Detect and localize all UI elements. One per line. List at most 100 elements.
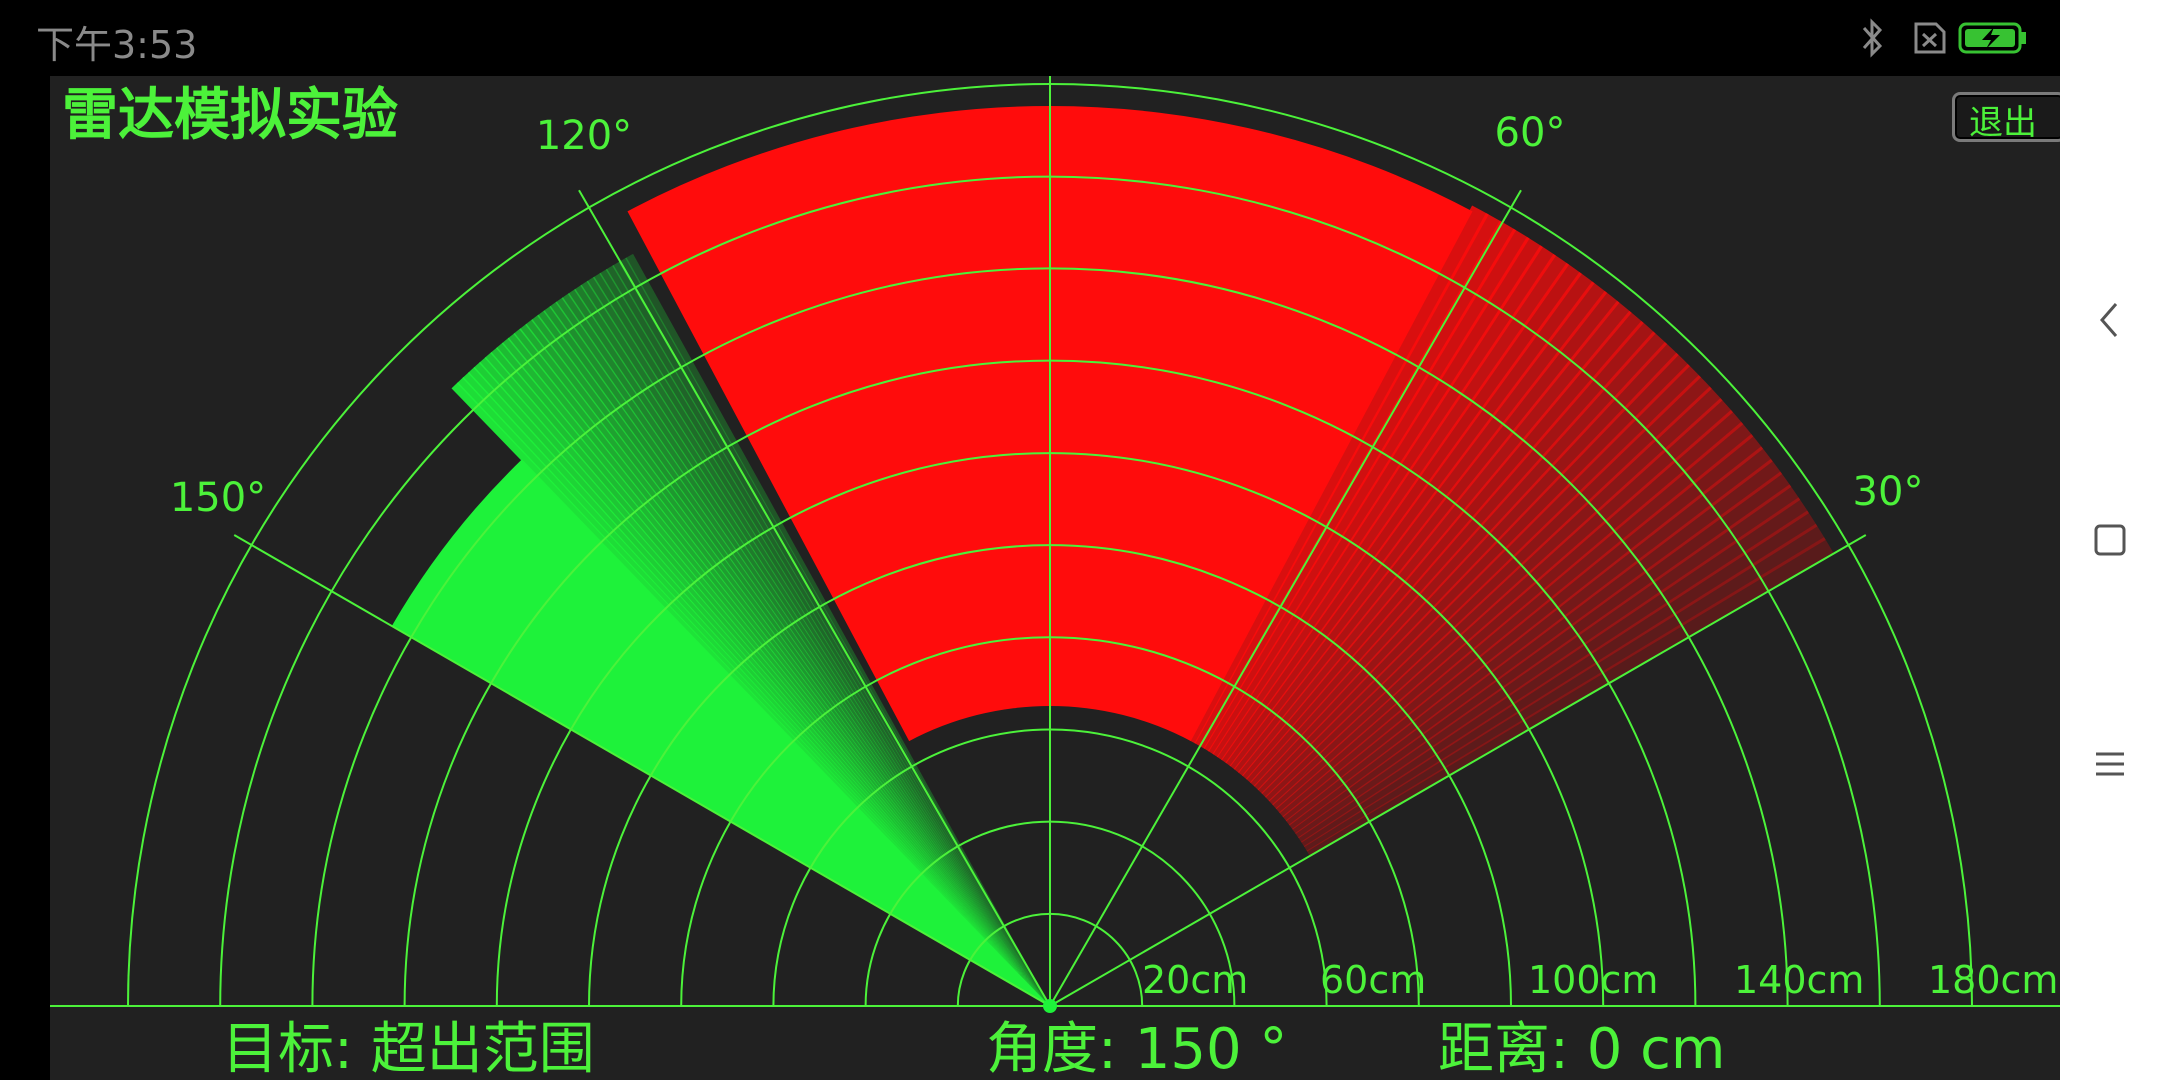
radar-app: 150° 120° 60° 30° 20cm 60cm 100cm 140cm 180cm 雷达… (50, 76, 2060, 1080)
detected-trail-segment (1303, 523, 1826, 852)
sweep-trail-segment (513, 328, 1050, 1006)
sim-disabled-icon (1914, 22, 1946, 54)
sweep-trail-segment (525, 319, 1050, 1006)
angle-label-60: 60° (1495, 110, 1566, 156)
angle-line (1049, 534, 1867, 1007)
sweep-trail-segment (537, 310, 1050, 1007)
sweep-trail-segment (549, 301, 1050, 1006)
target-readout: 目标: 超出范围 (222, 1004, 595, 1080)
detected-trail-segment (1306, 537, 1834, 856)
detected-trail-segment (1194, 212, 1503, 747)
sweep-trail-segment (574, 284, 1050, 1007)
detected-trail-segment (1221, 262, 1582, 764)
detected-trail-segment (1268, 386, 1723, 806)
angle-value: 150 ° (1134, 1017, 1288, 1080)
detected-trail-segment (1233, 290, 1620, 773)
sweep-trail-segment (531, 314, 1050, 1006)
sweep-trail-segment (625, 253, 1050, 1007)
sweep-beam (391, 459, 1050, 1006)
sweep-trail-segment (580, 280, 1050, 1006)
sweep-trail-segment (451, 382, 1050, 1006)
distance-readout: 距离: 0 cm (1438, 1004, 1725, 1080)
detected-trail-segment (1272, 398, 1734, 810)
sweep-trail-segment (555, 297, 1050, 1006)
sweep-trail-segment (605, 264, 1050, 1006)
detected-trail-segment (1199, 220, 1517, 749)
detected-trail-segment (1288, 458, 1783, 830)
detected-trail-segment (1261, 363, 1702, 798)
radar-center (1043, 999, 1057, 1013)
bluetooth-icon (1862, 18, 1883, 58)
angle-label-30: 30° (1853, 469, 1924, 515)
sweep-trail-segment (507, 332, 1051, 1006)
angle-label-120: 120° (536, 113, 632, 159)
sweep-trail-segment (473, 361, 1050, 1006)
distance-label-100cm: 100cm (1528, 958, 1658, 1002)
detected-trail-segment (1285, 446, 1773, 826)
detected-trail-segment (1298, 497, 1809, 843)
angle-line (1049, 189, 1522, 1007)
angle-readout: 角度: 150 ° (986, 1004, 1287, 1080)
sweep-trail-segment (519, 323, 1050, 1006)
detected-trail-segment (1301, 510, 1818, 848)
distance-label-180cm: 180cm (1928, 958, 2058, 1002)
target-label: 目标: (222, 1017, 353, 1080)
sweep-trail-segment (599, 268, 1050, 1006)
distance-label: 距离: (1438, 1017, 1569, 1080)
detected-trail-segment (1275, 409, 1744, 814)
detected-trail-segment (1292, 471, 1792, 834)
sweep-trail-segment (456, 377, 1050, 1006)
detected-trail-segment (1203, 228, 1530, 752)
detected-trail-segment (1257, 352, 1690, 794)
angle-line (233, 534, 1051, 1007)
detected-trail-segment (1265, 375, 1712, 802)
distance-label-20cm: 20cm (1142, 958, 1248, 1002)
sweep-trail-segment (467, 366, 1050, 1006)
detected-trail-segment (1279, 421, 1754, 818)
sweep-trail-segment (543, 305, 1050, 1006)
sweep-trail-segment (484, 352, 1050, 1006)
detected-trail-segment (1225, 271, 1595, 767)
sweep-trail-segment (561, 293, 1050, 1006)
detected-trail-segment (1249, 331, 1668, 787)
exit-button[interactable]: 退出 (1952, 92, 2060, 143)
detected-trail-segment (1282, 434, 1764, 822)
radar-grid (50, 76, 2060, 1013)
app-title: 雷达模拟实验 (62, 83, 398, 148)
detected-trail-segment (1229, 281, 1608, 770)
detected-trail-segment (1189, 205, 1489, 744)
sweep-trail-segment (496, 342, 1050, 1007)
sweep-trail-segment (612, 261, 1050, 1006)
sweep-trail-segment (479, 356, 1051, 1006)
exit-button-label: 退出 (1969, 103, 2037, 143)
detected-trail-segment (1242, 310, 1644, 780)
sweep-trail-segment (462, 371, 1051, 1006)
radar-labels: 150° 120° 60° 30° 20cm 60cm 100cm 140cm 180cm (170, 110, 2059, 1002)
status-time: 下午3:53 (36, 23, 198, 67)
sweep-trail-segment (490, 347, 1050, 1006)
target-value: 超出范围 (370, 1017, 595, 1080)
battery-charging-icon (1958, 22, 2026, 54)
navigation-bar (2060, 0, 2160, 1080)
sweep-trail-segment (592, 272, 1050, 1006)
home-icon[interactable] (2080, 510, 2140, 570)
sweep-trail-segment (586, 276, 1050, 1006)
detected-trail-segment (1253, 341, 1679, 791)
detected-trail-segment (1237, 300, 1632, 777)
detected-trail-segment (1246, 320, 1656, 784)
distance-value: 0 cm (1586, 1017, 1726, 1080)
angle-label-150: 150° (170, 475, 266, 521)
detected-trail-segment (1212, 245, 1557, 758)
sweep-trail-segment (567, 288, 1050, 1006)
angle-line (578, 189, 1051, 1007)
distance-label-60cm: 60cm (1320, 958, 1426, 1002)
detected-trail-segment (1295, 484, 1801, 839)
back-icon[interactable] (2080, 290, 2140, 350)
sweep-trail-segment (501, 337, 1050, 1006)
radar-display: 150° 120° 60° 30° 20cm 60cm 100cm 140cm 180cm (50, 76, 2060, 1013)
status-bar: 下午3:53 (0, 0, 2060, 76)
angle-label: 角度: (986, 1017, 1117, 1080)
menu-icon[interactable] (2080, 734, 2140, 794)
distance-label-140cm: 140cm (1734, 958, 1864, 1002)
detected-trail-segment (1216, 253, 1570, 761)
